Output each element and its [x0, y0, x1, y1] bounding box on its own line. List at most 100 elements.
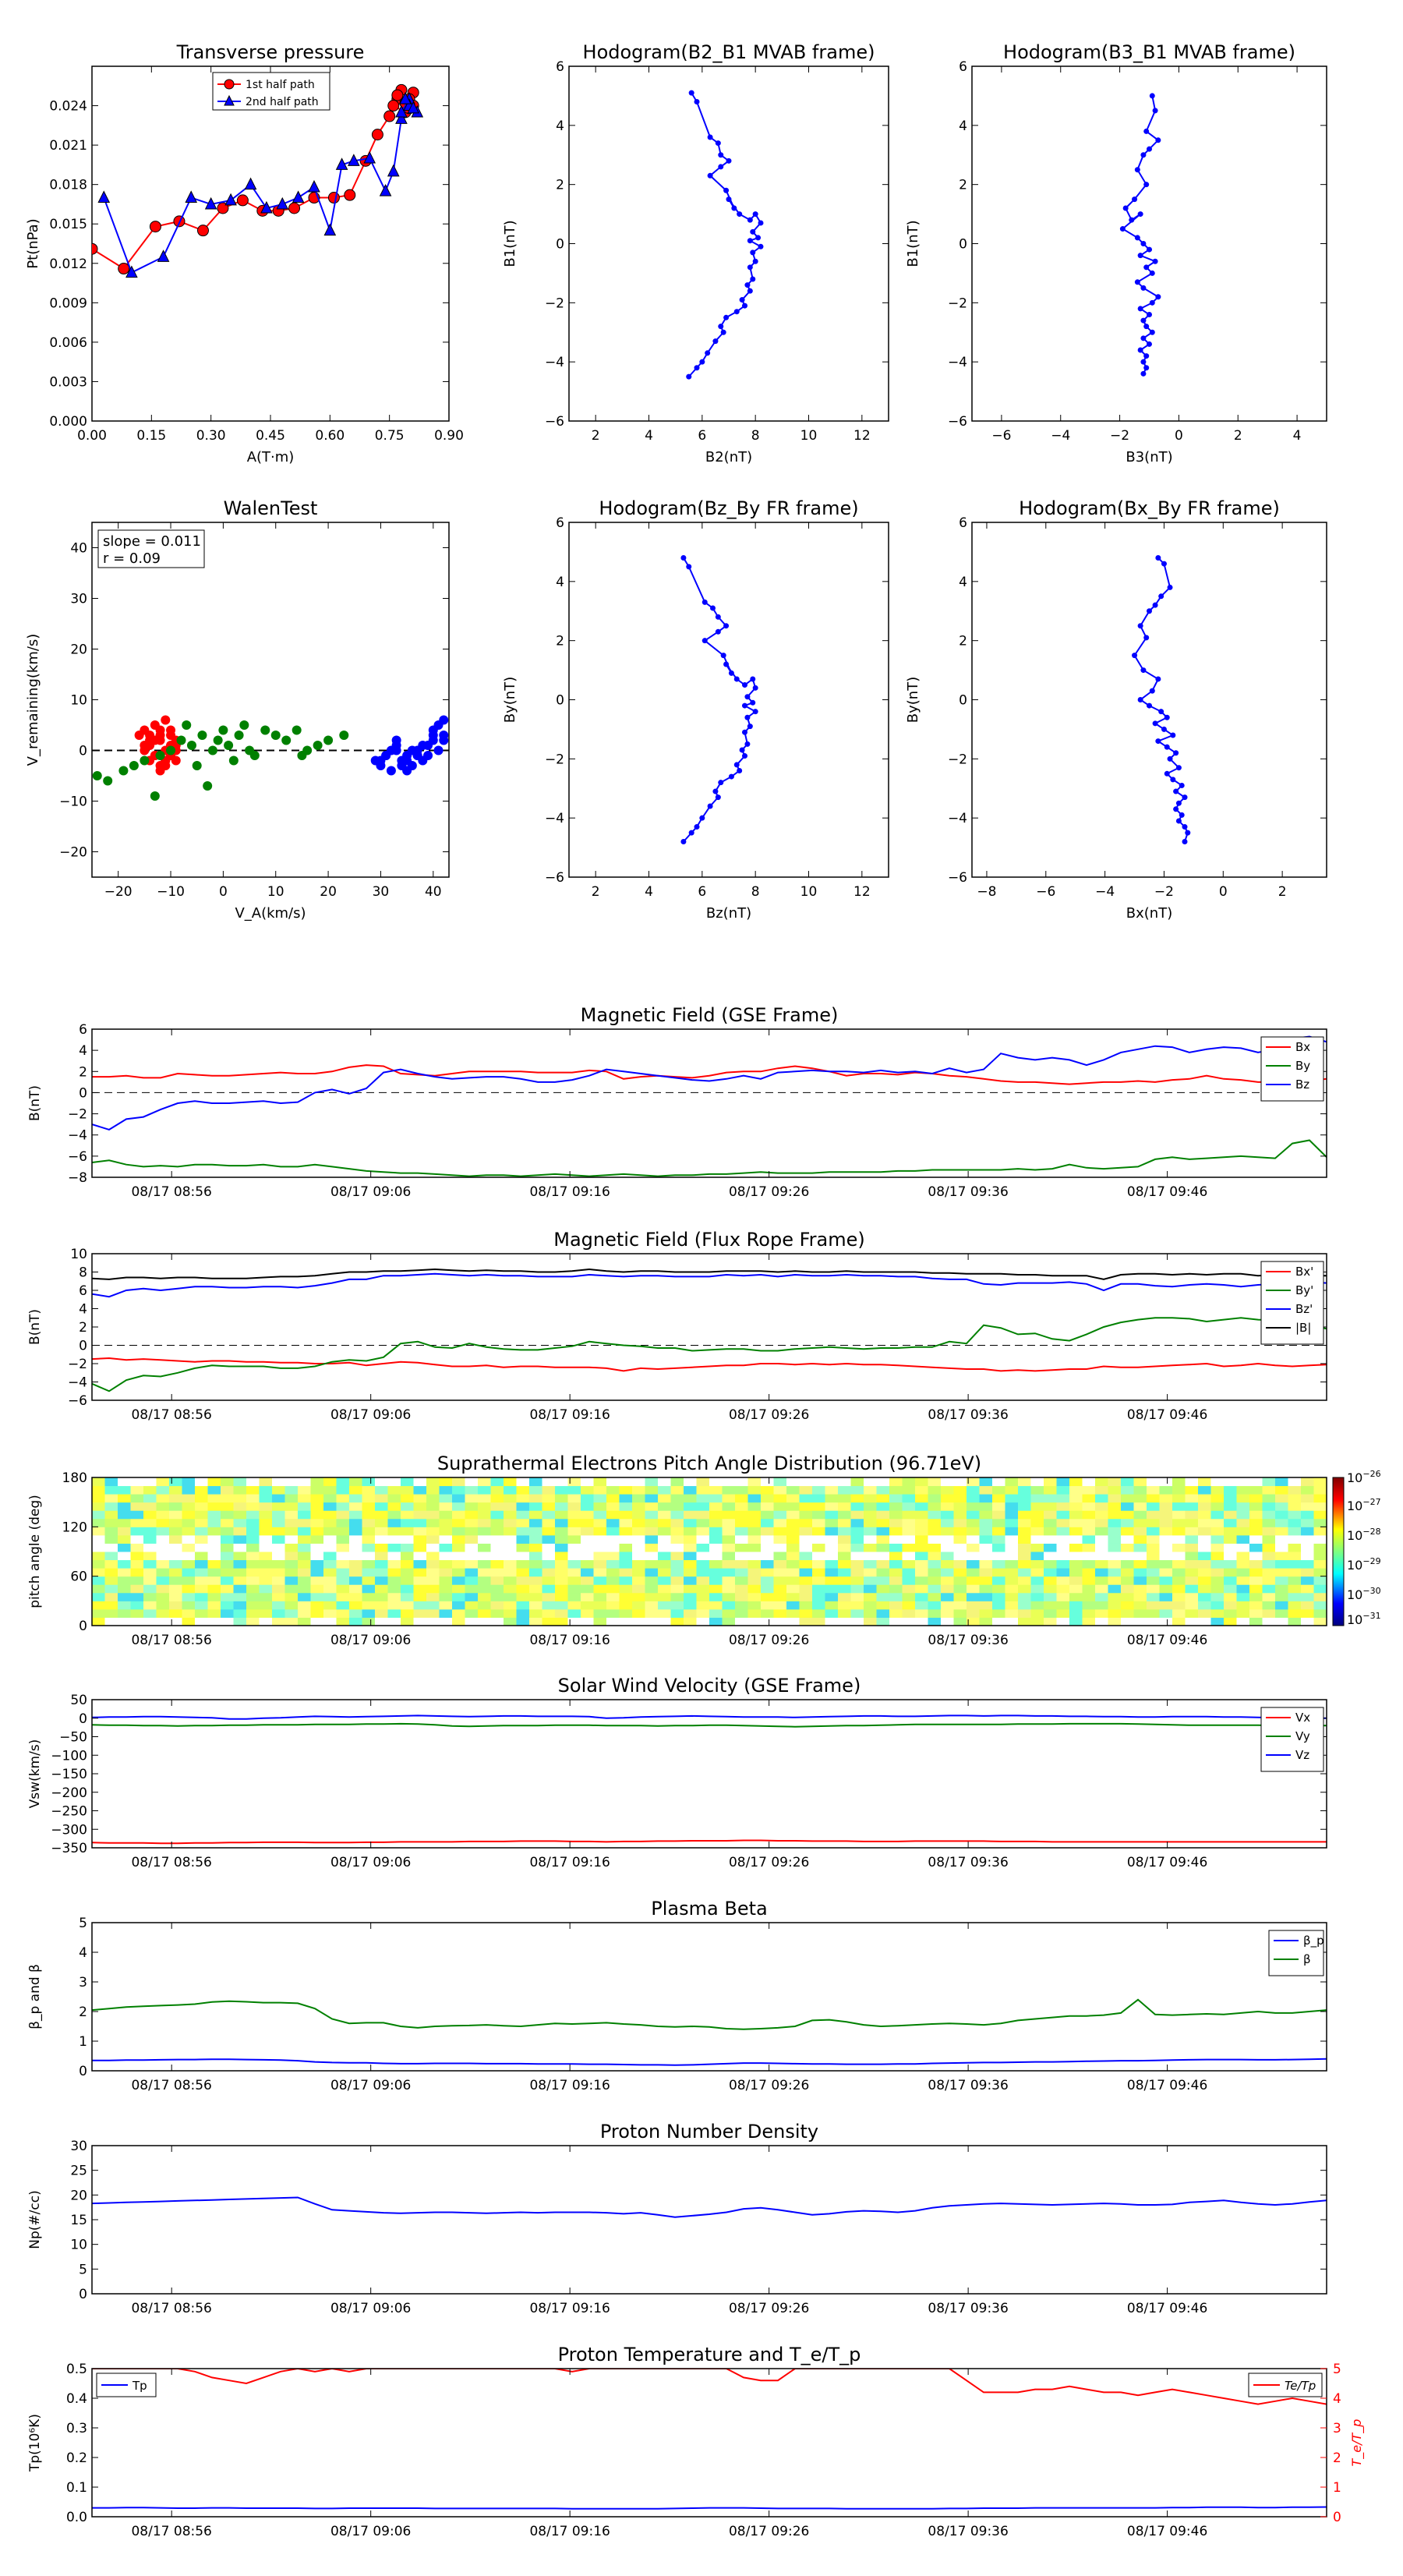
heatmap-cell [478, 1552, 491, 1561]
heatmap-cell [529, 1568, 542, 1577]
heatmap-cell [465, 1559, 479, 1569]
heatmap-cell [233, 1576, 247, 1585]
data-point [737, 211, 743, 218]
data-point [407, 101, 420, 114]
heatmap-cell [529, 1543, 542, 1552]
y-tick-label: 25 [70, 2164, 87, 2179]
heatmap-cell [696, 1485, 710, 1495]
heatmap-cell [670, 1502, 684, 1511]
heatmap-cell [426, 1502, 440, 1511]
data-point [1147, 146, 1152, 152]
heatmap-cell [555, 1485, 568, 1495]
heatmap-cell [864, 1485, 877, 1495]
heatmap-cell [670, 1584, 684, 1594]
legend-label: Bx' [1295, 1265, 1313, 1279]
heatmap-cell [632, 1568, 645, 1577]
heatmap-cell [632, 1477, 645, 1487]
heatmap-cell [259, 1601, 273, 1610]
plot-data [92, 1035, 1327, 1177]
x-tick-label: 0.90 [434, 428, 464, 444]
data-point [1149, 93, 1155, 99]
y-tick-label: −250 [51, 1804, 87, 1820]
heatmap-cell [375, 1584, 388, 1594]
data-point [1175, 818, 1182, 824]
heatmap-cell [850, 1534, 864, 1544]
heatmap-cell [1069, 1527, 1083, 1536]
heatmap-cell [889, 1485, 903, 1495]
heatmap-cell [825, 1584, 839, 1594]
heatmap-cell [567, 1584, 581, 1594]
data-point [239, 720, 249, 730]
heatmap-cell [825, 1617, 839, 1626]
x-tick-label: 0.15 [136, 428, 166, 444]
series-line-|B| [92, 1268, 1327, 1280]
heatmap-cell [722, 1485, 736, 1495]
data-point [192, 761, 202, 770]
heatmap-cell [1005, 1534, 1019, 1544]
heatmap-cell [773, 1576, 787, 1585]
heatmap-cell [1198, 1552, 1211, 1561]
heatmap-cell [130, 1485, 144, 1495]
heatmap-cell [1056, 1559, 1070, 1569]
heatmap-cell [1095, 1601, 1108, 1610]
heatmap-cell [684, 1527, 697, 1536]
heatmap-cell [516, 1592, 530, 1601]
heatmap-cell [310, 1559, 324, 1569]
heatmap-cell [619, 1592, 633, 1601]
data-point [1152, 602, 1158, 608]
x-tick-label: 4 [645, 428, 653, 444]
heatmap-cell [387, 1527, 401, 1536]
heatmap-cell [1069, 1552, 1083, 1561]
heatmap-cell [670, 1527, 684, 1536]
heatmap-cell [902, 1543, 916, 1552]
heatmap-cell [1069, 1576, 1083, 1585]
heatmap-cell [567, 1617, 581, 1626]
x-axis-label: V_A(km/s) [235, 905, 306, 922]
heatmap-cell [104, 1543, 118, 1552]
heatmap-cell [567, 1601, 581, 1610]
heatmap-cell [658, 1485, 671, 1495]
heatmap-cell [1133, 1494, 1147, 1503]
y-axis-label: V_remaining(km/s) [25, 634, 41, 766]
heatmap-cell [323, 1477, 337, 1487]
x-tick-label: 08/17 09:46 [1127, 1855, 1207, 1870]
heatmap-cell [504, 1592, 517, 1601]
heatmap-cell [1313, 1584, 1327, 1594]
heatmap-cell [928, 1534, 942, 1544]
heatmap-cell [478, 1510, 491, 1520]
x-tick-label: −6 [991, 428, 1011, 444]
heatmap-cell [670, 1510, 684, 1520]
heatmap-cell [1159, 1494, 1173, 1503]
heatmap-cell [1288, 1494, 1302, 1503]
heatmap-cell [593, 1527, 607, 1536]
heatmap-cell [1044, 1485, 1057, 1495]
heatmap-cell [195, 1608, 208, 1618]
heatmap-cell [465, 1527, 479, 1536]
heatmap-cell [323, 1527, 337, 1536]
heatmap-cell [336, 1485, 350, 1495]
x-tick-label: 2 [592, 884, 600, 900]
heatmap-cell [747, 1477, 762, 1487]
heatmap-cell [1095, 1502, 1108, 1511]
heatmap-cell [722, 1608, 736, 1618]
heatmap-cell [92, 1518, 105, 1527]
heatmap-cell [310, 1568, 324, 1577]
heatmap-cell [838, 1601, 851, 1610]
heatmap-cell [773, 1543, 787, 1552]
y-axis-label: pitch angle (deg) [27, 1495, 43, 1608]
data-point [737, 768, 743, 773]
data-point [715, 628, 721, 635]
heatmap-cell [864, 1592, 877, 1601]
data-point [1134, 279, 1140, 285]
y-tick-label: 0 [959, 237, 967, 253]
data-point [207, 745, 217, 755]
y-tick-label: −150 [51, 1767, 87, 1782]
heatmap-cell [1210, 1584, 1225, 1594]
heatmap-cell [465, 1494, 479, 1503]
heatmap-cell [362, 1592, 376, 1601]
heatmap-cell [529, 1584, 542, 1594]
heatmap-cell [876, 1494, 890, 1503]
heatmap-cell [323, 1494, 337, 1503]
heatmap-cell [1236, 1592, 1250, 1601]
heatmap-cell [143, 1518, 157, 1527]
